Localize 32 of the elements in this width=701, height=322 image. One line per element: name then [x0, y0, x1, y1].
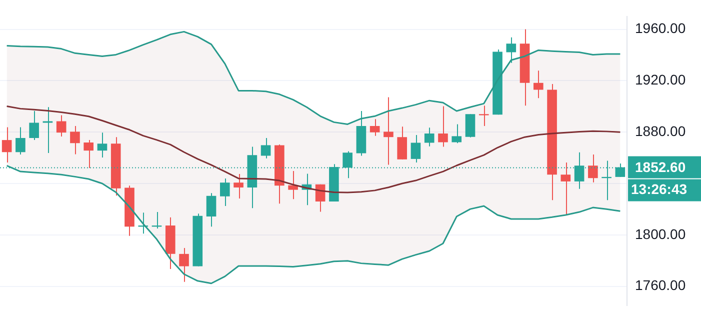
- candlestick: [397, 126, 408, 160]
- candlestick: [560, 162, 571, 215]
- candlestick: [288, 170, 298, 200]
- candlestick: [97, 132, 108, 158]
- candlestick: [70, 126, 80, 155]
- candlestick: [588, 154, 598, 183]
- candlestick: [84, 140, 94, 168]
- candlestick: [2, 126, 12, 164]
- candlestick: [56, 114, 66, 137]
- y-tick-label: 1880.00: [635, 122, 686, 139]
- candlestick: [234, 173, 244, 200]
- candlestick: [370, 118, 380, 136]
- candlestick: [424, 127, 434, 147]
- text: 13:26:43: [631, 181, 688, 198]
- ref-line-label: 1852.60: [635, 159, 686, 176]
- candlestick: [533, 70, 544, 99]
- y-tick-label: 1920.00: [635, 72, 686, 88]
- candlestick: [465, 114, 476, 138]
- candlestick: [16, 126, 26, 155]
- candlestick: [29, 110, 39, 141]
- y-tick-label: 1800.00: [635, 226, 686, 242]
- candlestick: [410, 134, 421, 164]
- candlestick: [220, 178, 230, 206]
- y-tick-label: 1960.00: [635, 20, 686, 36]
- candlestick: [438, 106, 448, 148]
- candlestick: [206, 192, 216, 228]
- candlestick: [384, 96, 394, 166]
- candlestick: [506, 36, 516, 64]
- y-tick-label: 1760.00: [635, 277, 686, 294]
- candlestick: [452, 124, 462, 144]
- candlestick: [179, 248, 189, 282]
- candlestick: [260, 137, 271, 159]
